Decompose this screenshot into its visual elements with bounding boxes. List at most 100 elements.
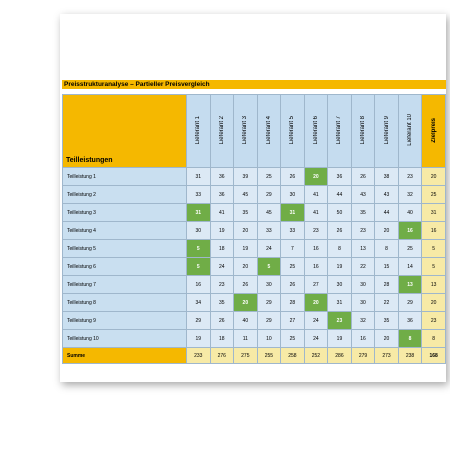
price-cell: 30: [186, 221, 211, 240]
row-label: Teilleistung 5: [62, 239, 187, 258]
price-cell: 19: [327, 329, 352, 348]
column-header: Lieferant 3: [233, 94, 258, 168]
price-cell: 31: [186, 203, 211, 222]
target-price: 168: [421, 347, 446, 364]
price-cell: 23: [303, 221, 329, 240]
data-row: Teilleistung 2 33 36 45 29 30 41 44 43 43 32 25: [62, 185, 446, 204]
price-cell: 19: [233, 239, 258, 258]
price-cell: 35: [209, 293, 235, 312]
row-header: Teilleistungen: [62, 94, 187, 168]
row-label: Teilleistung 9: [62, 311, 187, 330]
price-cell: 19: [209, 221, 235, 240]
price-cell: 25: [256, 167, 282, 186]
price-cell: 50: [327, 203, 352, 222]
price-cell: 258: [280, 347, 305, 364]
price-cell: 30: [350, 275, 376, 294]
price-cell: 20: [374, 221, 399, 240]
price-cell: 7: [280, 239, 305, 258]
target-price: 13: [421, 275, 446, 294]
row-label: Teilleistung 3: [62, 203, 187, 222]
price-cell: 238: [397, 347, 423, 364]
price-cell: 286: [327, 347, 352, 364]
data-row: Teilleistung 9 29 26 40 29 27 24 23 32 35 36 23: [62, 311, 446, 330]
header-row: Teilleistungen Lieferant 1 Lieferant 2 Lie…: [62, 94, 446, 168]
price-cell: 44: [327, 185, 352, 204]
target-price: 25: [421, 185, 446, 204]
price-cell: 44: [374, 203, 399, 222]
table-body: Teilleistung 1 31 36 39 25 26 20 36 26 38 23 20 Teil…: [62, 167, 446, 364]
price-cell: 35: [350, 203, 376, 222]
price-table: Teilleistungen Lieferant 1 Lieferant 2 Lie…: [62, 94, 446, 364]
price-cell: 31: [327, 293, 352, 312]
target-price: 5: [421, 257, 446, 276]
price-cell: 35: [374, 311, 399, 330]
price-cell: 26: [280, 275, 305, 294]
data-row: Teilleistung 7 16 23 26 30 26 27 30 30 28 13 13: [62, 275, 446, 294]
price-cell: 36: [327, 167, 352, 186]
column-header-text: Lieferant 5: [289, 115, 296, 145]
price-cell: 28: [280, 293, 305, 312]
target-price: 20: [421, 167, 446, 186]
column-header: Zielpreis: [421, 94, 446, 168]
price-cell: 14: [397, 257, 423, 276]
price-cell: 32: [397, 185, 423, 204]
price-cell: 33: [186, 185, 211, 204]
price-cell: 20: [233, 221, 258, 240]
column-header: Lieferant 8: [350, 94, 376, 168]
price-cell: 26: [327, 221, 352, 240]
price-cell: 18: [209, 239, 235, 258]
price-cell: 33: [280, 221, 305, 240]
data-row: Teilleistung 1 31 36 39 25 26 20 36 26 38 23 20: [62, 167, 446, 186]
column-header: Lieferant 4: [256, 94, 282, 168]
price-cell: 13: [350, 239, 376, 258]
row-label: Teilleistung 8: [62, 293, 187, 312]
price-cell: 16: [397, 221, 423, 240]
column-header-text: Lieferant 7: [336, 115, 343, 145]
price-cell: 16: [186, 275, 211, 294]
price-cell: 13: [397, 275, 423, 294]
price-cell: 43: [350, 185, 376, 204]
price-cell: 11: [233, 329, 258, 348]
price-cell: 23: [209, 275, 235, 294]
price-cell: 18: [209, 329, 235, 348]
price-cell: 16: [350, 329, 376, 348]
price-cell: 36: [397, 311, 423, 330]
price-cell: 25: [397, 239, 423, 258]
price-cell: 34: [186, 293, 211, 312]
target-price: 8: [421, 329, 446, 348]
price-cell: 8: [397, 329, 423, 348]
row-label: Summe: [62, 347, 187, 364]
data-row: Teilleistung 8 34 35 20 29 28 20 31 30 22 29 20: [62, 293, 446, 312]
price-cell: 30: [280, 185, 305, 204]
data-row: Teilleistung 6 5 24 20 5 25 16 19 22 15 14 5: [62, 257, 446, 276]
price-cell: 20: [233, 257, 258, 276]
price-cell: 24: [209, 257, 235, 276]
price-cell: 279: [350, 347, 376, 364]
price-cell: 22: [350, 257, 376, 276]
price-cell: 38: [374, 167, 399, 186]
price-cell: 29: [397, 293, 423, 312]
price-cell: 16: [303, 239, 329, 258]
data-row: Teilleistung 5 5 18 19 24 7 16 8 13 8 25 5: [62, 239, 446, 258]
row-label: Teilleistung 10: [62, 329, 187, 348]
price-cell: 20: [374, 329, 399, 348]
price-cell: 8: [374, 239, 399, 258]
price-cell: 41: [209, 203, 235, 222]
price-cell: 22: [374, 293, 399, 312]
column-header: Lieferant 1: [186, 94, 211, 168]
row-label: Teilleistung 4: [62, 221, 187, 240]
sheet: Preisstrukturanalyse – Partieller Preisv…: [60, 14, 446, 382]
price-cell: 39: [233, 167, 258, 186]
price-cell: 32: [350, 311, 376, 330]
price-cell: 24: [256, 239, 282, 258]
price-cell: 275: [233, 347, 258, 364]
column-header-text: Lieferant 4: [265, 115, 272, 145]
target-price: 16: [421, 221, 446, 240]
price-cell: 10: [256, 329, 282, 348]
price-cell: 255: [256, 347, 282, 364]
price-cell: 29: [256, 185, 282, 204]
column-header-text: Lieferant 10: [407, 114, 414, 146]
price-cell: 5: [186, 239, 211, 258]
price-cell: 252: [303, 347, 329, 364]
